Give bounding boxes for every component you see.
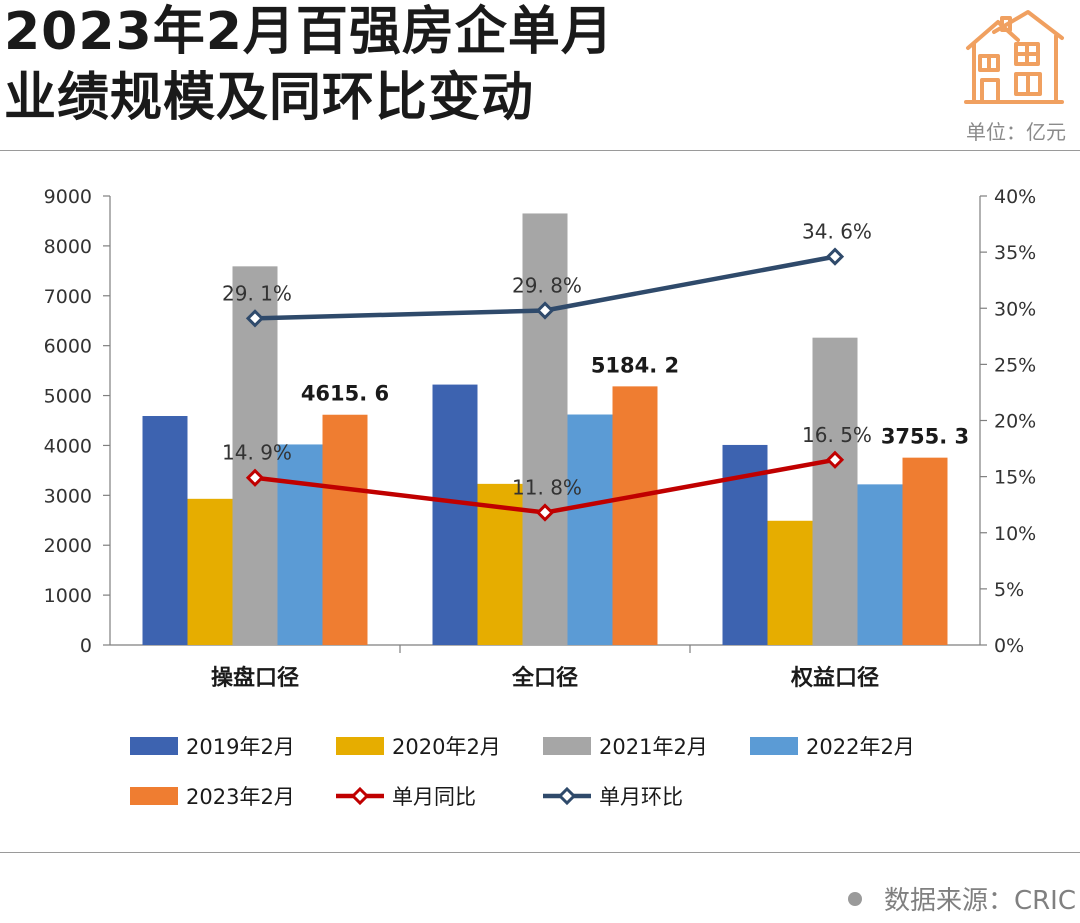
page-title-line-2: 业绩规模及同环比变动 [4,68,535,128]
bar-data-label: 4615. 6 [301,382,389,406]
y2-tick-label: 20% [994,411,1036,433]
y2-tick-label: 10% [994,523,1036,545]
combo-chart: 0 1000 2000 3000 4000 5000 6000 7000 8000 9000 0% 5… [44,186,1037,809]
y-tick-label: 4000 [44,435,92,457]
footer-divider [0,852,1080,853]
line-point [535,301,555,320]
y2-tick-label: 35% [994,242,1036,264]
line-point [825,450,845,469]
line-data-label: 16. 5% [802,423,872,447]
y-tick-label: 0 [80,635,92,657]
y-tick-label: 9000 [44,186,92,208]
house-icon [964,10,1064,104]
line-point [825,247,845,266]
y-tick-label: 6000 [44,336,92,358]
line-data-label: 29. 1% [222,281,292,305]
legend-label: 单月环比 [599,785,683,809]
y-tick-label: 5000 [44,386,92,408]
category-label: 权益口径 [790,665,879,691]
y2-tick-label: 15% [994,467,1036,489]
page-title-line-1: 2023年2月百强房企单月 [4,2,614,62]
bar-data-label: 3755. 3 [881,425,969,449]
bar-data-label: 5184. 2 [591,353,679,377]
legend-label: 2021年2月 [599,735,708,759]
bar [767,520,813,645]
y-tick-label: 8000 [44,236,92,258]
y-tick-label: 1000 [44,585,92,607]
legend-swatch [336,737,384,755]
bar [567,414,613,645]
legend-swatch-marker [557,786,577,806]
category-label: 全口径 [511,665,578,691]
header-divider [0,150,1080,151]
bar [612,386,658,645]
legend-swatch [543,737,591,755]
bar [142,416,188,645]
line-point [245,468,265,487]
y2-tick-label: 40% [994,186,1036,208]
bullet-icon [847,891,862,906]
y-tick-label: 3000 [44,485,92,507]
legend-swatch [130,787,178,805]
bar [432,384,478,645]
bar [812,337,858,645]
source-note: 数据来源：CRIC [847,880,1076,917]
category-label: 操盘口径 [211,665,299,691]
bar [277,444,323,645]
source-text: 数据来源：CRIC [883,886,1076,916]
bar [522,213,568,645]
line-data-label: 29. 8% [512,273,582,297]
legend-swatch [750,737,798,755]
legend-label: 单月同比 [392,785,476,809]
y2-tick-label: 30% [994,298,1036,320]
line-data-label: 11. 8% [512,476,582,500]
bar [187,498,233,645]
bar [902,457,948,645]
line-data-label: 34. 6% [802,220,872,244]
y2-tick-label: 25% [994,354,1036,376]
bar [322,414,368,645]
line-point [535,503,555,522]
y2-tick-label: 5% [994,579,1024,601]
line-data-label: 14. 9% [222,441,292,465]
y2-tick-label: 0% [994,635,1024,657]
legend-label: 2022年2月 [806,735,915,759]
legend-label: 2020年2月 [392,735,501,759]
legend-swatch-marker [350,786,370,806]
y-tick-label: 7000 [44,286,92,308]
unit-label: 单位：亿元 [966,120,1066,144]
legend-label: 2023年2月 [186,785,295,809]
line-point [245,309,265,328]
legend-swatch [130,737,178,755]
legend-label: 2019年2月 [186,735,295,759]
bar [857,484,903,645]
y-tick-label: 2000 [44,535,92,557]
bar [232,266,278,645]
